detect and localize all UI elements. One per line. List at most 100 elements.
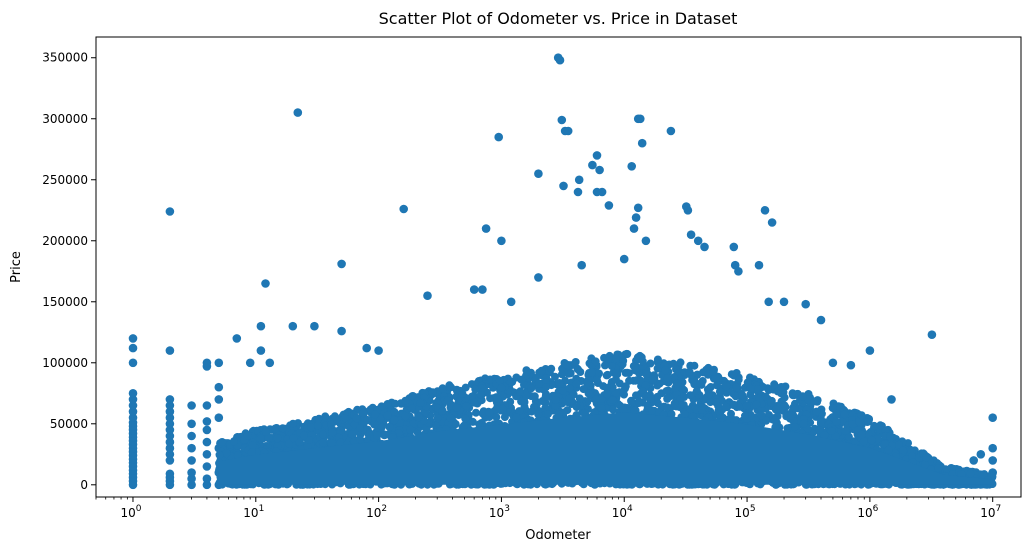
scatter-point [202,425,212,435]
scatter-point [629,224,639,233]
scatter-point [810,397,819,406]
scatter-point [428,388,437,397]
scatter-point [337,259,346,269]
scatter-point [670,399,679,408]
scatter-point [380,431,389,440]
scatter-point [314,421,322,430]
scatter-point [555,55,565,65]
scatter-point [587,368,596,377]
scatter-point [336,426,345,435]
scatter-point [746,390,755,399]
scatter-point [828,404,837,413]
scatter-point [470,398,479,407]
scatter-point [988,413,997,423]
scatter-point [574,175,584,185]
scatter-point [715,387,724,396]
scatter-point [500,413,509,422]
scatter-point [187,456,196,465]
scatter-point [493,394,502,403]
scatter-point [187,401,196,410]
scatter-point [401,412,410,421]
scatter-point [607,362,616,370]
scatter-point [612,354,620,363]
scatter-point [729,242,739,252]
scatter-point [128,343,138,353]
scatter-point [630,406,639,415]
scatter-point [165,469,175,479]
scatter-point [820,431,829,440]
scatter-point [934,464,943,472]
scatter-point [214,395,224,404]
scatter-point [846,360,856,370]
scatter-point [637,138,647,148]
scatter-point [706,383,715,391]
scatter-point [202,480,212,490]
scatter-point [690,361,699,370]
scatter-point [557,115,567,125]
scatter-point [128,413,138,423]
scatter-point [165,407,175,416]
scatter-point [591,357,600,366]
scatter-point [863,418,872,426]
scatter-point [947,464,956,472]
scatter-point [608,383,617,392]
scatter-point [722,382,731,391]
scatter-point [753,385,762,394]
scatter-point [632,391,640,400]
scatter-point [202,474,212,484]
scatter-point [686,391,695,400]
scatter-point [551,396,560,404]
scatter-point [537,366,546,375]
scatter-point [576,368,585,376]
scatter-point [638,357,647,366]
scatter-point [547,364,556,373]
scatter-point [738,391,747,400]
scatter-point [663,403,671,412]
scatter-point [340,414,349,423]
scatter-point [293,108,303,117]
scatter-point [577,260,586,270]
scatter-point [462,402,471,410]
scatter-point [801,299,810,309]
scatter-point [754,260,764,270]
scatter-point [337,326,346,336]
scatter-point [128,334,138,343]
scatter-point [697,406,706,414]
scatter-point [625,369,633,378]
scatter-point [641,381,650,390]
scatter-point [310,321,319,331]
scatter-point [551,372,559,381]
scatter-point [407,404,416,413]
scatter-point [278,424,287,433]
scatter-point [315,414,323,423]
scatter-point [734,267,743,276]
scatter-point [604,201,614,210]
scatter-point [165,419,175,429]
scatter-point [214,358,224,368]
scatter-point [592,375,601,384]
scatter-point [165,431,175,441]
scatter-point [741,411,749,420]
scatter-point [676,358,685,367]
scatter-point [799,419,808,428]
data-points [128,53,997,490]
scatter-point [646,359,655,368]
scatter-point [468,417,477,426]
scatter-point [214,382,224,392]
scatter-point [828,358,838,368]
scatter-point [636,114,645,124]
scatter-point [187,443,196,453]
scatter-point [165,207,175,216]
scatter-point [497,236,506,246]
scatter-point [187,480,196,490]
scatter-point [683,206,693,215]
scatter-point [709,367,718,376]
scatter-point [306,423,315,432]
scatter-point [414,413,423,422]
scatter-point [478,285,487,294]
scatter-point [666,126,676,136]
scatter-point [816,315,826,325]
scatter-point [492,405,501,414]
scatter-point [399,204,409,214]
scatter-point [608,396,617,404]
